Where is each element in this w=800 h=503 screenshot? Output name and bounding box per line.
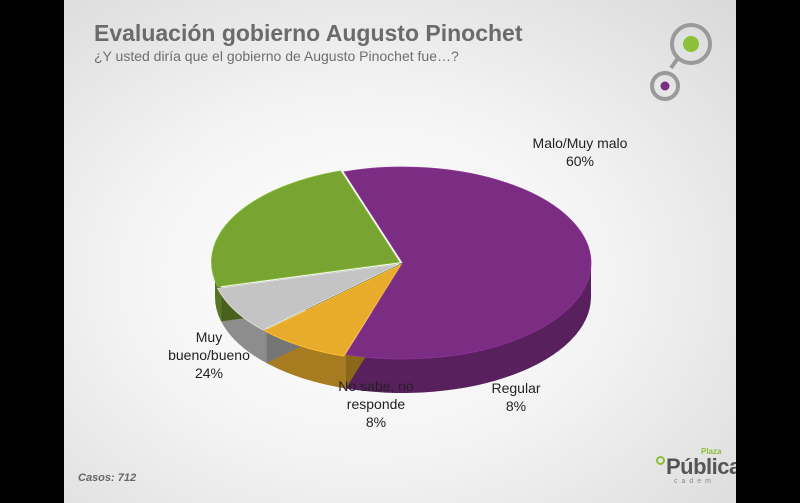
slide: Evaluación gobierno Augusto Pinochet ¿Y … xyxy=(64,0,736,503)
pie-chart: Malo/Muy malo 60% Regular 8% No sabe, no resp… xyxy=(168,23,712,430)
slice-label: Regular 8% xyxy=(491,380,540,414)
slice-label: Muy bueno/bueno 24% xyxy=(168,329,250,381)
sample-size-note: Casos: 712 xyxy=(78,472,137,484)
logo-superscript: Plaza xyxy=(701,447,722,456)
slice-top xyxy=(211,170,401,287)
pie-slices xyxy=(211,166,592,360)
logo-dot-icon xyxy=(656,456,665,465)
slice-top xyxy=(263,263,402,357)
chart-subtitle: ¿Y usted diría que el gobierno de August… xyxy=(94,48,459,64)
chart-title: Evaluación gobierno Augusto Pinochet xyxy=(94,20,523,46)
plaza-publica-logo: Pública Plaza cadem xyxy=(654,447,736,490)
corner-logo-icon xyxy=(650,23,712,101)
slice-label: No sabe, no responde 8% xyxy=(338,378,414,430)
logo-tagline: cadem xyxy=(674,478,716,485)
slice-top xyxy=(217,263,400,331)
slice-top xyxy=(343,166,592,360)
slice-label: Malo/Muy malo 60% xyxy=(533,135,628,169)
logo-word: Pública xyxy=(666,454,736,479)
slice-labels: Malo/Muy malo 60% Regular 8% No sabe, no resp… xyxy=(168,135,628,430)
slice-side xyxy=(345,263,591,393)
